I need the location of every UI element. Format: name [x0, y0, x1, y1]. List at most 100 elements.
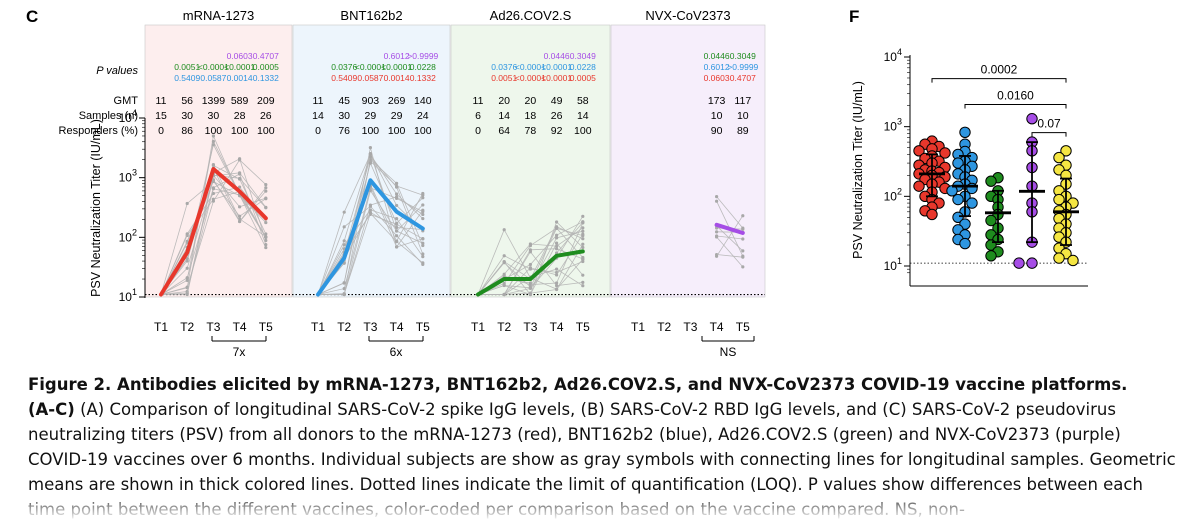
samples-ad26-T5: 14: [577, 110, 589, 122]
individual-point-bnt: [395, 234, 399, 238]
samples-ad26-T1: 6: [475, 110, 481, 122]
individual-point-mrna: [264, 189, 268, 193]
individual-point-mrna: [211, 186, 215, 190]
individual-point-ad26: [555, 273, 559, 277]
individual-point-bnt: [395, 181, 399, 185]
f-point: [985, 214, 997, 227]
individual-point-bnt: [395, 192, 399, 196]
group-title-mrna: mRNA-1273: [183, 8, 255, 23]
group-title-bnt: BNT162b2: [340, 8, 402, 23]
individual-point-mrna: [211, 143, 215, 147]
samples-mrna-T4: 28: [234, 110, 246, 122]
f-point: [959, 237, 971, 250]
individual-point-mrna: [185, 276, 189, 280]
individual-point-ad26: [555, 236, 559, 240]
pvalue-ad26-T4: <0.0001: [541, 73, 572, 83]
gmt-bnt-T5: 140: [414, 95, 432, 107]
responders-mrna-T3: 100: [205, 125, 223, 137]
bracket-label-mrna: 7x: [233, 345, 246, 359]
individual-point-bnt: [395, 240, 399, 244]
individual-point-ad26: [555, 267, 559, 271]
f-comparison-bracket: [964, 104, 1067, 109]
pvalue-bnt-T5: 0.1332: [410, 73, 436, 83]
individual-point-mrna: [211, 199, 215, 203]
pvalue-ad26-T3: <0.0001: [515, 73, 546, 83]
individual-point-nvx: [741, 249, 745, 253]
f-point: [926, 208, 938, 221]
samples-row-label: Samples (n): [79, 110, 138, 122]
responders-ad26-T4: 92: [551, 125, 563, 137]
individual-point-ad26: [581, 280, 585, 284]
individual-point-ad26: [502, 283, 506, 288]
individual-point-bnt: [368, 152, 372, 156]
responders-bnt-T2: 76: [338, 125, 350, 137]
individual-point-bnt: [395, 217, 399, 221]
pvalue-bnt-T5: >0.9999: [407, 51, 438, 61]
individual-point-mrna: [211, 163, 215, 167]
panel-c-letter: C: [26, 7, 38, 26]
responders-bnt-T1: 0: [315, 125, 321, 137]
individual-point-mrna: [185, 257, 189, 261]
responders-mrna-T4: 100: [231, 125, 249, 137]
individual-point-ad26: [581, 257, 585, 261]
individual-point-bnt: [421, 203, 425, 207]
responders-ad26-T3: 78: [525, 125, 537, 137]
individual-point-mrna: [264, 197, 268, 201]
individual-point-ad26: [555, 233, 559, 237]
gmt-ad26-T4: 49: [551, 95, 563, 107]
individual-point-ad26: [581, 226, 585, 230]
f-y-tick-label: 103: [884, 117, 902, 134]
individual-point-ad26: [555, 281, 559, 285]
f-point: [966, 197, 978, 209]
individual-point-bnt: [395, 221, 399, 225]
responders-row-label: Responders (%): [59, 125, 138, 137]
individual-point-mrna: [238, 205, 242, 209]
individual-point-ad26: [528, 281, 533, 285]
individual-point-mrna: [264, 242, 268, 247]
f-comparison-pvalue: 0.0160: [997, 89, 1034, 103]
responders-ad26-T1: 0: [475, 125, 481, 137]
individual-line-nvx: [716, 236, 744, 268]
individual-point-mrna: [185, 278, 189, 283]
individual-point-bnt: [342, 243, 346, 247]
individual-point-nvx: [715, 195, 719, 199]
gmt-nvx-T4: 173: [708, 95, 726, 107]
pvalue-bnt-T3: 0.0587: [357, 73, 383, 83]
pvalue-ad26-T4: 0.0446: [544, 51, 570, 61]
x-tick-bnt-T1: T1: [311, 320, 325, 334]
individual-line-nvx: [716, 225, 744, 252]
panel-bg-nvx: [610, 24, 766, 298]
individual-point-nvx: [715, 226, 719, 230]
individual-point-mrna: [264, 235, 268, 239]
pvalue-mrna-T4: 0.0014: [227, 73, 253, 83]
bracket-bnt: 6x: [368, 336, 424, 359]
individual-point-bnt: [421, 212, 425, 217]
pvalue-bnt-T4: 0.0014: [384, 73, 410, 83]
x-tick-ad26-T2: T2: [497, 320, 511, 334]
individual-point-mrna: [264, 186, 268, 190]
pvalue-nvx-T5: 0.3049: [730, 51, 756, 61]
individual-point-ad26: [581, 242, 585, 246]
individual-point-mrna: [264, 220, 268, 225]
individual-point-bnt: [368, 204, 372, 208]
individual-point-mrna: [264, 245, 268, 250]
f-y-tick-label: 104: [884, 47, 902, 64]
individual-point-ad26: [555, 241, 559, 245]
bracket-label-bnt: 6x: [390, 345, 403, 359]
gmt-ad26-T2: 20: [498, 95, 510, 107]
individual-point-mrna: [238, 157, 242, 161]
individual-point-mrna: [264, 182, 268, 187]
x-tick-bnt-T3: T3: [363, 320, 377, 334]
individual-point-bnt: [421, 262, 425, 266]
gmt-mrna-T2: 56: [181, 95, 193, 107]
individual-line-nvx: [716, 254, 743, 258]
individual-point-ad26: [555, 226, 559, 231]
samples-bnt-T2: 30: [338, 110, 350, 122]
gmt-ad26-T3: 20: [525, 95, 537, 107]
gmt-row-label: GMT: [114, 95, 139, 107]
responders-bnt-T4: 100: [388, 125, 406, 137]
f-point: [952, 211, 964, 224]
geometric-mean-line-mrna: [159, 167, 268, 297]
samples-ad26-T3: 18: [525, 110, 537, 122]
pvalue-ad26-T5: 0.0005: [570, 73, 596, 83]
